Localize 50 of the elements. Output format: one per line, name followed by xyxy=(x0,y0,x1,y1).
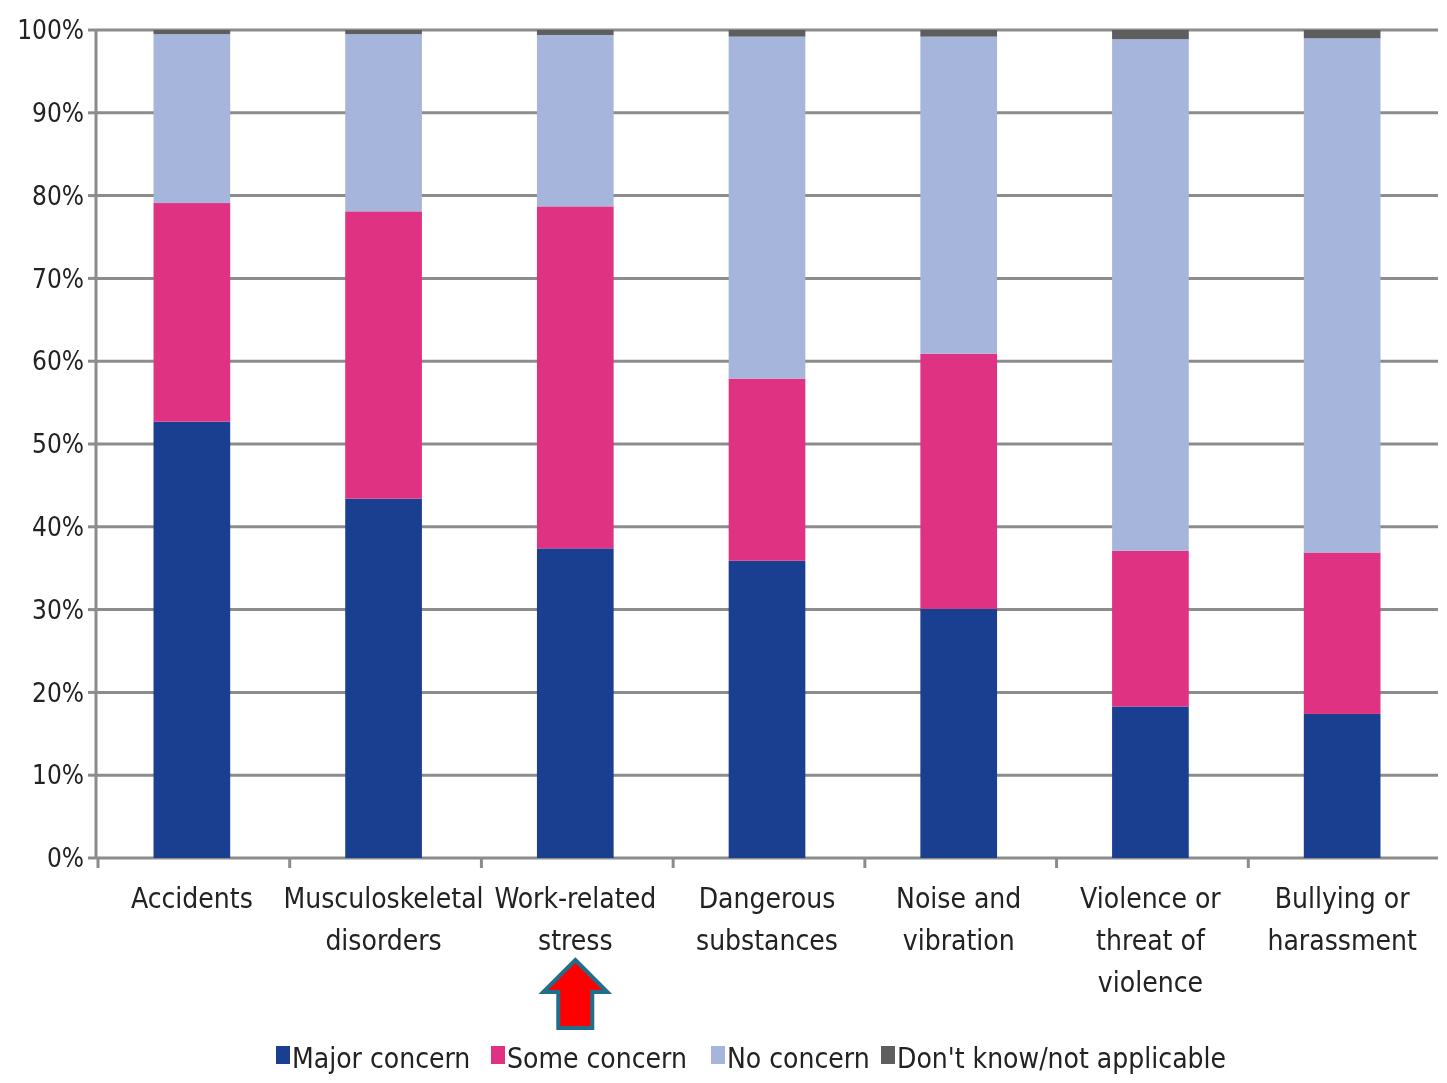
bar xyxy=(1303,38,1381,553)
y-tick-label: 80% xyxy=(32,180,84,211)
legend-label: Major concern xyxy=(292,1042,471,1075)
bar xyxy=(345,498,422,858)
bar xyxy=(1112,550,1189,707)
bar xyxy=(345,211,422,499)
legend-label: Don't know/not applicable xyxy=(897,1042,1227,1075)
bar xyxy=(728,30,806,37)
bar xyxy=(920,353,998,609)
bar xyxy=(1112,706,1189,858)
bar xyxy=(345,34,422,212)
y-tick-label: 90% xyxy=(32,97,84,128)
bar xyxy=(345,30,422,35)
bar xyxy=(920,608,998,858)
bar xyxy=(1303,30,1381,39)
x-tick-label: Noise and vibration xyxy=(896,882,1022,957)
y-tick-label: 100% xyxy=(17,15,84,46)
x-tick-label: Musculoskeletal disorders xyxy=(283,882,484,957)
bar xyxy=(153,30,231,35)
bar xyxy=(153,203,231,422)
x-tick-label: Work-related stress xyxy=(494,882,657,957)
x-tick-label: Violence or threat of violence xyxy=(1080,882,1222,999)
bar xyxy=(1303,713,1381,858)
y-tick-label: 20% xyxy=(32,677,84,708)
bar xyxy=(536,206,614,549)
legend-label: Some concern xyxy=(507,1042,687,1075)
bar xyxy=(153,421,231,858)
x-tick-label: Accidents xyxy=(130,882,253,915)
bar xyxy=(1303,552,1381,714)
legend-label: No concern xyxy=(727,1042,870,1075)
x-tick-label: Dangerous substances xyxy=(696,882,838,957)
bar xyxy=(920,30,998,37)
bar xyxy=(1112,39,1189,551)
y-tick-label: 10% xyxy=(32,760,84,791)
x-tick-label: Bullying or harassment xyxy=(1267,882,1417,957)
bar xyxy=(728,36,806,379)
bar xyxy=(728,560,806,858)
bar xyxy=(536,548,614,858)
y-tick-label: 70% xyxy=(32,263,84,294)
bar xyxy=(920,36,998,354)
y-tick-label: 60% xyxy=(32,346,84,377)
bar xyxy=(1112,30,1189,40)
y-tick-label: 40% xyxy=(32,511,84,542)
bar xyxy=(536,30,614,35)
y-tick-label: 0% xyxy=(46,843,84,874)
bar xyxy=(153,34,231,204)
bar xyxy=(536,34,614,207)
y-tick-label: 30% xyxy=(32,594,84,625)
bar xyxy=(728,378,806,561)
y-tick-label: 50% xyxy=(32,429,84,460)
